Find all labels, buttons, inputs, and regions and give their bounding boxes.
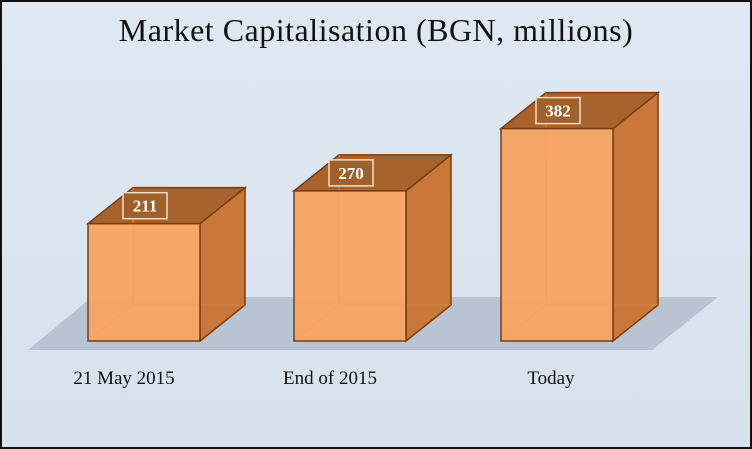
- value-label: 270: [338, 164, 364, 183]
- bar-21-may-2015: 211: [85, 186, 248, 343]
- bar-front-face: [87, 222, 201, 342]
- category-label-21-may-2015: 21 May 2015: [73, 368, 174, 389]
- bars-group: 211 270 382: [85, 91, 661, 343]
- value-label-box: [328, 159, 374, 187]
- value-label: 382: [545, 102, 571, 121]
- bar-today: 382: [498, 91, 661, 343]
- bar-side-face: [612, 91, 659, 343]
- value-label-box: [535, 96, 581, 125]
- category-labels: 21 May 2015 End of 2015 Today: [73, 368, 575, 389]
- value-label-box: [122, 191, 168, 220]
- category-label-end-of-2015: End of 2015: [283, 368, 377, 389]
- value-label: 211: [133, 197, 158, 216]
- bar-end-of-2015: 270: [291, 153, 454, 343]
- bar-front-face: [293, 190, 407, 342]
- chart-title: Market Capitalisation (BGN, millions): [118, 12, 634, 48]
- bar-front-face: [500, 127, 614, 342]
- category-label-today: Today: [527, 368, 575, 389]
